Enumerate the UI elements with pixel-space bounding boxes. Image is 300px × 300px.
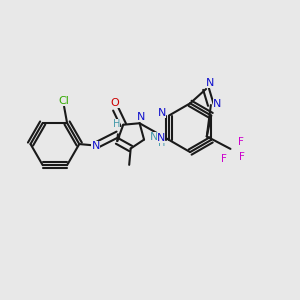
- Text: F: F: [239, 152, 245, 162]
- Text: H: H: [113, 119, 120, 129]
- Text: Cl: Cl: [59, 96, 70, 106]
- Text: N: N: [150, 132, 159, 142]
- Text: N: N: [137, 112, 145, 122]
- Text: N: N: [158, 108, 166, 118]
- Text: N: N: [92, 140, 100, 151]
- Text: F: F: [221, 154, 227, 164]
- Text: N: N: [213, 98, 222, 109]
- Text: N: N: [206, 78, 214, 88]
- Text: N: N: [157, 134, 165, 143]
- Text: H: H: [158, 138, 165, 148]
- Text: F: F: [238, 137, 244, 147]
- Text: O: O: [111, 98, 120, 108]
